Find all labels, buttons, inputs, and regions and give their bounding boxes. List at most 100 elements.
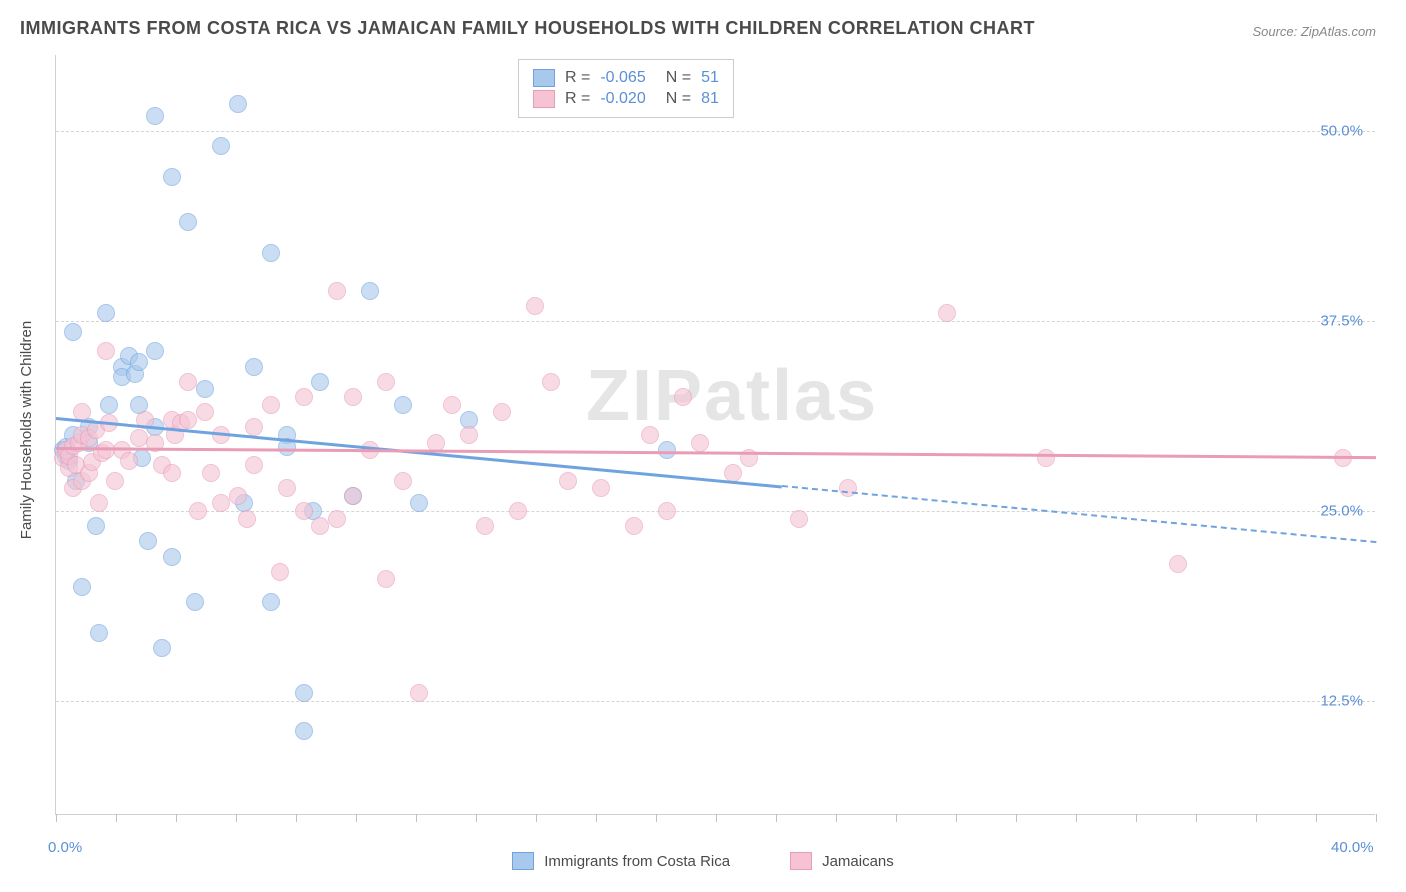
data-point: [146, 107, 164, 125]
y-tick-label: 12.5%: [1320, 693, 1363, 710]
x-tick: [596, 814, 597, 822]
data-point: [311, 517, 329, 535]
data-point: [97, 342, 115, 360]
y-tick-label: 25.0%: [1320, 503, 1363, 520]
data-point: [394, 396, 412, 414]
data-point: [97, 441, 115, 459]
data-point: [139, 532, 157, 550]
data-point: [443, 396, 461, 414]
data-point: [97, 304, 115, 322]
legend-swatch: [790, 852, 812, 870]
x-tick: [896, 814, 897, 822]
data-point: [90, 494, 108, 512]
gridline: [56, 131, 1375, 132]
legend-row: R =-0.065N =51: [533, 69, 719, 87]
x-tick: [956, 814, 957, 822]
x-tick: [1016, 814, 1017, 822]
x-tick: [1076, 814, 1077, 822]
legend-swatch: [533, 90, 555, 108]
legend-n-label: N =: [666, 69, 691, 87]
x-tick: [836, 814, 837, 822]
data-point: [394, 472, 412, 490]
data-point: [526, 297, 544, 315]
x-tick: [176, 814, 177, 822]
gridline: [56, 321, 1375, 322]
plot-area: ZIPatlas 12.5%25.0%37.5%50.0%0.0%40.0%R …: [55, 55, 1375, 815]
watermark: ZIPatlas: [586, 355, 878, 437]
x-tick: [776, 814, 777, 822]
legend-item: Jamaicans: [790, 852, 894, 870]
data-point: [245, 418, 263, 436]
data-point: [328, 282, 346, 300]
data-point: [179, 411, 197, 429]
data-point: [212, 494, 230, 512]
data-point: [542, 373, 560, 391]
data-point: [674, 388, 692, 406]
data-point: [344, 487, 362, 505]
data-point: [146, 342, 164, 360]
legend-row: R =-0.020N =81: [533, 90, 719, 108]
data-point: [592, 479, 610, 497]
data-point: [238, 510, 256, 528]
data-point: [262, 396, 280, 414]
data-point: [328, 510, 346, 528]
data-point: [938, 304, 956, 322]
x-tick: [416, 814, 417, 822]
data-point: [691, 434, 709, 452]
x-tick: [716, 814, 717, 822]
data-point: [262, 593, 280, 611]
data-point: [311, 373, 329, 391]
legend-stats: R =-0.065N =51R =-0.020N =81: [518, 59, 734, 118]
x-tick: [56, 814, 57, 822]
data-point: [120, 452, 138, 470]
data-point: [186, 593, 204, 611]
data-point: [493, 403, 511, 421]
x-tick: [656, 814, 657, 822]
y-tick-label: 37.5%: [1320, 313, 1363, 330]
legend-r-label: R =: [565, 69, 590, 87]
data-point: [361, 282, 379, 300]
data-point: [245, 456, 263, 474]
data-point: [559, 472, 577, 490]
x-tick: [116, 814, 117, 822]
legend-swatch: [512, 852, 534, 870]
data-point: [202, 464, 220, 482]
data-point: [163, 464, 181, 482]
legend-item: Immigrants from Costa Rica: [512, 852, 730, 870]
legend-label: Jamaicans: [822, 853, 894, 870]
data-point: [163, 168, 181, 186]
legend-label: Immigrants from Costa Rica: [544, 853, 730, 870]
data-point: [245, 358, 263, 376]
data-point: [100, 396, 118, 414]
data-point: [130, 353, 148, 371]
chart-title: IMMIGRANTS FROM COSTA RICA VS JAMAICAN F…: [20, 18, 1035, 39]
data-point: [229, 487, 247, 505]
data-point: [196, 380, 214, 398]
data-point: [295, 502, 313, 520]
data-point: [278, 479, 296, 497]
data-point: [295, 684, 313, 702]
legend-swatch: [533, 69, 555, 87]
data-point: [295, 722, 313, 740]
trend-line: [782, 485, 1376, 543]
legend-r-value: -0.020: [600, 90, 645, 108]
data-point: [73, 578, 91, 596]
legend-r-value: -0.065: [600, 69, 645, 87]
data-point: [410, 494, 428, 512]
data-point: [377, 570, 395, 588]
x-tick: [296, 814, 297, 822]
data-point: [64, 323, 82, 341]
data-point: [377, 373, 395, 391]
x-tick: [1376, 814, 1377, 822]
x-tick: [1256, 814, 1257, 822]
data-point: [262, 244, 280, 262]
x-tick: [1316, 814, 1317, 822]
data-point: [1037, 449, 1055, 467]
data-point: [839, 479, 857, 497]
data-point: [460, 426, 478, 444]
y-tick-label: 50.0%: [1320, 123, 1363, 140]
x-tick: [1196, 814, 1197, 822]
data-point: [509, 502, 527, 520]
x-tick: [536, 814, 537, 822]
data-point: [658, 502, 676, 520]
